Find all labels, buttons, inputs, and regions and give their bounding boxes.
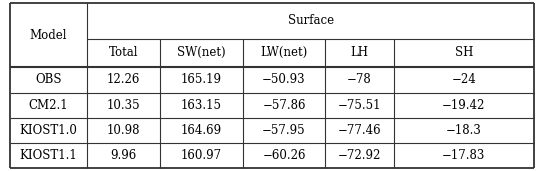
Text: 163.15: 163.15 <box>181 98 222 111</box>
Text: OBS: OBS <box>35 73 62 86</box>
Text: CM2.1: CM2.1 <box>29 98 69 111</box>
Text: 10.35: 10.35 <box>107 98 140 111</box>
Text: −24: −24 <box>452 73 477 86</box>
Text: SW(net): SW(net) <box>177 47 226 60</box>
Text: 164.69: 164.69 <box>181 124 222 137</box>
Text: −78: −78 <box>347 73 372 86</box>
Text: −57.86: −57.86 <box>262 98 306 111</box>
Text: −57.95: −57.95 <box>262 124 306 137</box>
Text: 9.96: 9.96 <box>110 149 137 162</box>
Text: 10.98: 10.98 <box>107 124 140 137</box>
Text: −18.3: −18.3 <box>446 124 482 137</box>
Text: LH: LH <box>350 47 369 60</box>
Text: −60.26: −60.26 <box>262 149 306 162</box>
Text: 12.26: 12.26 <box>107 73 140 86</box>
Text: Surface: Surface <box>288 14 334 27</box>
Text: Model: Model <box>30 29 67 42</box>
Text: LW(net): LW(net) <box>261 47 308 60</box>
Text: −50.93: −50.93 <box>262 73 306 86</box>
Text: −17.83: −17.83 <box>442 149 486 162</box>
Text: −19.42: −19.42 <box>442 98 486 111</box>
Text: SH: SH <box>455 47 473 60</box>
Text: −75.51: −75.51 <box>338 98 381 111</box>
Text: −77.46: −77.46 <box>338 124 381 137</box>
Text: KIOST1.0: KIOST1.0 <box>20 124 78 137</box>
Text: −72.92: −72.92 <box>338 149 381 162</box>
Text: 160.97: 160.97 <box>181 149 222 162</box>
Text: Total: Total <box>109 47 138 60</box>
Text: KIOST1.1: KIOST1.1 <box>20 149 77 162</box>
Text: 165.19: 165.19 <box>181 73 222 86</box>
